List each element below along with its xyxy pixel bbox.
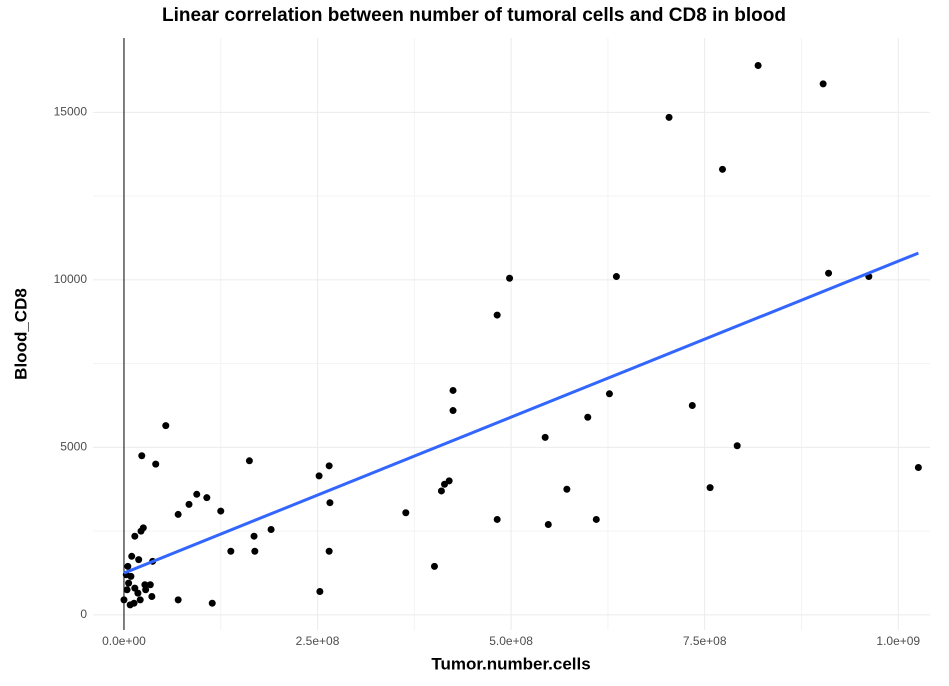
point	[123, 586, 131, 594]
point	[146, 581, 154, 589]
point	[706, 484, 714, 492]
point	[315, 472, 323, 480]
point	[120, 596, 128, 604]
point	[688, 402, 696, 410]
point	[584, 413, 592, 421]
point	[325, 547, 333, 555]
point	[136, 596, 144, 604]
point	[208, 599, 216, 607]
point	[445, 477, 453, 485]
point	[665, 113, 673, 121]
point	[506, 274, 514, 282]
point	[217, 507, 225, 515]
x-axis-label: Tumor.number.cells	[431, 654, 590, 673]
point	[754, 61, 762, 69]
point	[449, 407, 457, 415]
point	[152, 460, 160, 468]
point	[326, 499, 334, 507]
point	[203, 494, 211, 502]
point	[612, 273, 620, 281]
x-tick-label: 5.0e+08	[489, 634, 533, 648]
point	[124, 562, 132, 570]
point	[141, 581, 149, 589]
point	[437, 487, 445, 495]
point	[185, 500, 193, 508]
y-tick-label: 15000	[54, 105, 88, 119]
point	[493, 311, 501, 319]
point	[250, 532, 258, 540]
point	[733, 442, 741, 450]
point	[449, 386, 457, 394]
point	[563, 485, 571, 493]
point	[125, 579, 133, 587]
point	[592, 515, 600, 523]
point	[245, 457, 253, 465]
point	[402, 509, 410, 517]
point	[174, 596, 182, 604]
y-tick-label: 0	[80, 607, 87, 621]
y-tick-label: 10000	[54, 272, 88, 286]
point	[493, 515, 501, 523]
point	[131, 532, 139, 540]
x-tick-label: 2.5e+08	[296, 634, 340, 648]
point	[541, 433, 549, 441]
y-tick-label: 5000	[60, 440, 87, 454]
point	[430, 562, 438, 570]
point	[325, 462, 333, 470]
point	[128, 552, 136, 560]
point	[193, 490, 201, 498]
point	[162, 422, 170, 430]
point	[134, 589, 142, 597]
point	[148, 592, 156, 600]
point	[130, 599, 138, 607]
x-tick-label: 0.0e+00	[102, 634, 146, 648]
point	[138, 452, 146, 460]
point	[914, 464, 922, 472]
point	[825, 269, 833, 277]
x-tick-label: 7.5e+08	[683, 634, 727, 648]
point	[718, 165, 726, 173]
point	[819, 80, 827, 88]
point	[605, 390, 613, 398]
point	[227, 547, 235, 555]
chart-title: Linear correlation between number of tum…	[162, 5, 786, 26]
point	[316, 587, 324, 595]
regression-line	[123, 251, 919, 575]
y-axis-label: Blood_CD8	[11, 288, 30, 380]
x-tick-label: 1.0e+09	[876, 634, 920, 648]
point	[135, 556, 143, 564]
point	[137, 527, 145, 535]
point	[251, 547, 259, 555]
point	[544, 520, 552, 528]
point	[267, 525, 275, 533]
point	[131, 584, 139, 592]
point	[174, 510, 182, 518]
